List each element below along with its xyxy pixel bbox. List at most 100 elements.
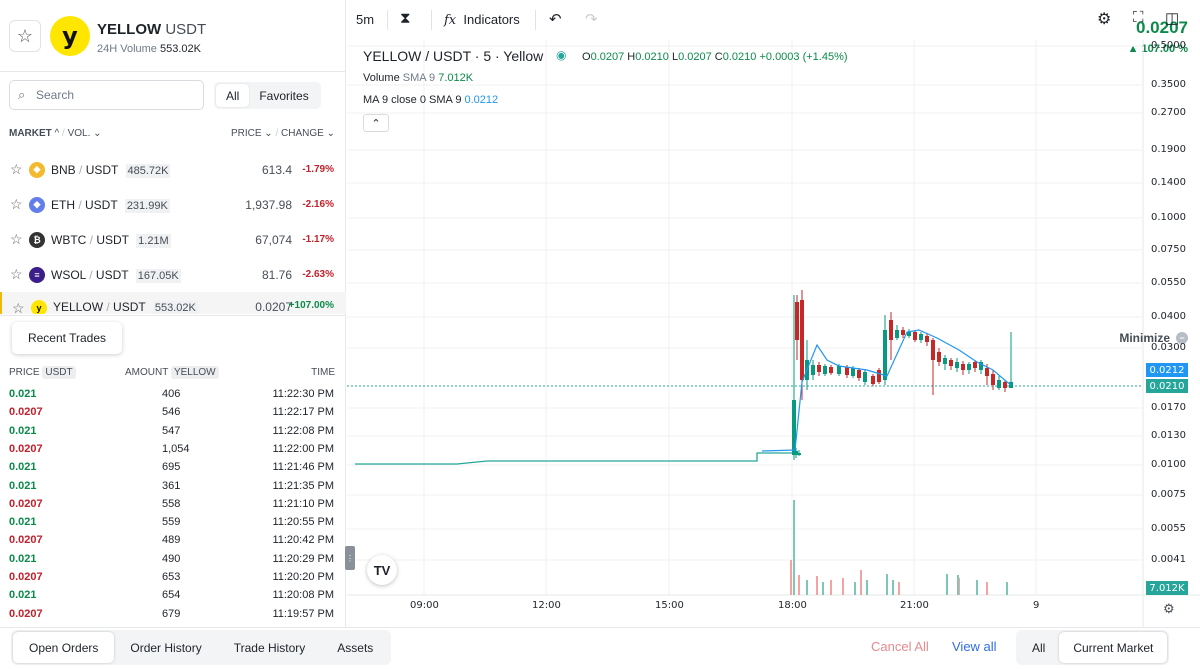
favorite-star-icon[interactable]: ☆ xyxy=(12,300,25,314)
vol-col-label: VOL. xyxy=(67,128,91,139)
resize-handle[interactable]: ⋮ xyxy=(345,546,355,570)
divider xyxy=(387,10,388,30)
volume-sma-value: 7.012K xyxy=(438,72,474,84)
trade-amount: 546 xyxy=(162,406,181,419)
camera-icon[interactable]: ◫ xyxy=(1165,10,1180,27)
redo-icon[interactable]: ↷ xyxy=(585,11,598,28)
price-head-tag: USDT xyxy=(42,366,76,379)
candle-body xyxy=(991,374,995,385)
time-tick: 9 xyxy=(1033,600,1040,611)
candles-icon[interactable]: ⧗ xyxy=(400,10,411,27)
trade-price: 0.0207 xyxy=(9,406,43,419)
trade-amount: 547 xyxy=(162,424,181,437)
candle-body xyxy=(967,364,971,370)
trade-time: 11:20:42 PM xyxy=(272,534,334,547)
volume-bar xyxy=(946,574,948,595)
price-tick: 0.2700 xyxy=(1151,107,1186,118)
trade-price: 0.0207 xyxy=(9,534,43,547)
ma-price-label: 0.0212 xyxy=(1146,363,1188,377)
yellow-token-logo: y xyxy=(50,16,90,56)
price-chart[interactable] xyxy=(347,40,1200,627)
market-row-yellow[interactable]: ☆ y YELLOW / USDT 553.02K 0.0207 +107.00% xyxy=(0,292,346,314)
market-change: -1.79% xyxy=(302,164,334,175)
candle-body xyxy=(845,367,849,375)
market-quote: USDT xyxy=(85,162,119,177)
ohlc-change: +0.0003 (+1.45%) xyxy=(759,51,848,63)
tab-favorites[interactable]: Favorites xyxy=(259,89,309,103)
market-row-bnb[interactable]: ☆ ◆ BNB / USDT 485.72K 613.4 -1.79% xyxy=(0,152,346,187)
market-base: YELLOW xyxy=(53,300,104,314)
favorite-star-icon[interactable]: ☆ xyxy=(9,20,41,52)
cancel-all-button[interactable]: Cancel All xyxy=(871,639,929,654)
trade-amount: 654 xyxy=(162,589,181,602)
recent-trades-tab[interactable]: Recent Trades xyxy=(12,322,122,354)
interval-button[interactable]: 5m xyxy=(356,12,375,27)
candle-body xyxy=(931,340,935,360)
minimize-button[interactable]: Minimize − xyxy=(1119,331,1188,345)
candle-body xyxy=(811,365,815,375)
tab-all[interactable]: All xyxy=(216,84,250,107)
trade-time: 11:20:08 PM xyxy=(272,589,334,602)
market-row-wsol[interactable]: ☆ ≡ WSOL / USDT 167.05K 81.76 -2.63% xyxy=(0,257,346,292)
trade-row: 0.021 406 11:22:30 PM xyxy=(0,388,346,406)
minimize-label: Minimize xyxy=(1119,331,1170,345)
candle-body xyxy=(973,362,977,368)
volume-axis-label: 7.012K xyxy=(1146,581,1188,595)
trade-price: 0.0207 xyxy=(9,442,43,455)
tab-current-market[interactable]: Current Market xyxy=(1059,632,1168,663)
undo-icon[interactable]: ↶ xyxy=(549,11,562,28)
market-price: 0.0207 xyxy=(255,300,292,314)
collapse-legend-button[interactable]: ⌃ xyxy=(363,114,389,132)
ohlc-c-label: C xyxy=(714,51,723,63)
tab-order-history[interactable]: Order History xyxy=(130,641,202,655)
market-base: WBTC xyxy=(51,232,87,247)
chart-settings-icon[interactable]: ⚙ xyxy=(1163,601,1175,616)
tab-trade-history[interactable]: Trade History xyxy=(233,641,306,655)
trade-row: 0.0207 653 11:20:20 PM xyxy=(0,571,346,589)
candle-body xyxy=(797,453,801,455)
view-all-link[interactable]: View all xyxy=(952,639,997,654)
favorite-star-icon[interactable]: ☆ xyxy=(10,231,23,247)
divider xyxy=(535,10,536,30)
price-head-label: PRICE xyxy=(9,367,40,378)
market-volume: 485.72K xyxy=(125,163,171,178)
tab-scope-all[interactable]: All xyxy=(1032,641,1046,655)
market-price: 1,937.98 xyxy=(245,197,292,212)
search-placeholder: Search xyxy=(36,88,75,102)
ma-legend: MA 9 close 0 SMA 9 0.0212 xyxy=(363,94,498,106)
trade-row: 0.021 490 11:20:29 PM xyxy=(0,553,346,571)
market-sort[interactable]: MARKET ^ / VOL. ⌄ xyxy=(9,128,102,139)
market-change: -2.16% xyxy=(302,199,334,210)
market-pair: YELLOW / USDT 553.02K xyxy=(53,300,198,314)
tab-open-orders[interactable]: Open Orders xyxy=(13,632,115,663)
market-pair: WBTC / USDT 1.21M xyxy=(51,232,171,248)
volume-bar xyxy=(892,580,894,595)
candle-body xyxy=(955,362,959,368)
market-row-eth[interactable]: ☆ ◆ ETH / USDT 231.99K 1,937.98 -2.16% xyxy=(0,187,346,222)
price-change-sort[interactable]: PRICE ⌄ / CHANGE ⌄ xyxy=(230,128,335,139)
trade-amount: 653 xyxy=(162,571,181,583)
fullscreen-icon[interactable]: ⛶ xyxy=(1133,9,1144,26)
favorite-star-icon[interactable]: ☆ xyxy=(10,161,23,177)
candle-body xyxy=(919,334,923,340)
search-input[interactable]: ⌕ Search xyxy=(9,80,204,110)
trade-time: 11:19:57 PM xyxy=(272,607,334,620)
favorite-star-icon[interactable]: ☆ xyxy=(10,196,23,212)
tab-assets[interactable]: Assets xyxy=(337,641,374,655)
trade-row: 0.0207 558 11:21:10 PM xyxy=(0,498,346,516)
market-row-wbtc[interactable]: ☆ ₿ WBTC / USDT 1.21M 67,074 -1.17% xyxy=(0,222,346,257)
candle-body xyxy=(829,367,833,373)
candle-body xyxy=(925,336,929,342)
favorite-star-icon[interactable]: ☆ xyxy=(10,266,23,282)
settings-gear-icon[interactable]: ⚙ xyxy=(1097,11,1112,28)
candle-body xyxy=(937,352,941,362)
indicators-button[interactable]: fx Indicators xyxy=(444,12,520,28)
volume-bar xyxy=(898,582,900,595)
trade-row: 0.021 559 11:20:55 PM xyxy=(0,516,346,534)
candle-body xyxy=(792,400,796,455)
volume-bar xyxy=(830,580,832,595)
market-pair: WSOL / USDT 167.05K xyxy=(51,267,181,283)
market-quote: USDT xyxy=(113,300,146,314)
trade-row: 0.0207 679 11:19:57 PM xyxy=(0,608,346,626)
tradingview-logo[interactable]: TV xyxy=(367,555,397,585)
